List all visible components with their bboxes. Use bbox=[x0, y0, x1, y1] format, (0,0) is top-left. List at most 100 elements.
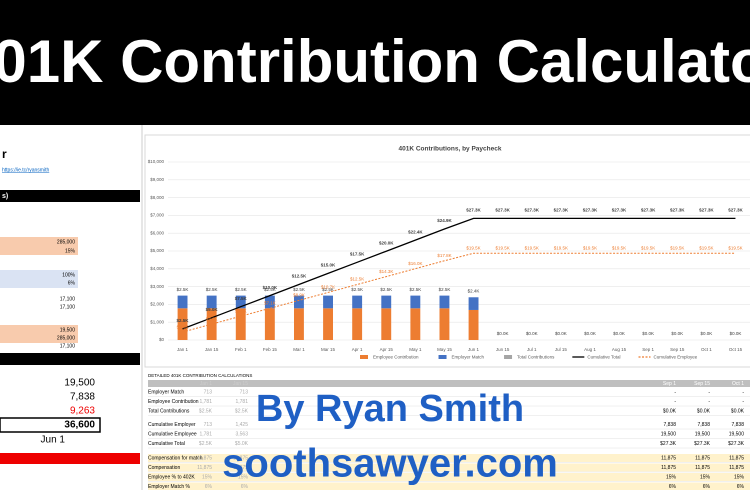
bar bbox=[468, 297, 479, 310]
input-cell bbox=[0, 270, 78, 288]
cell: $5.0K bbox=[235, 441, 249, 447]
x-tick-label: Aug 1 bbox=[584, 347, 596, 352]
bar bbox=[177, 308, 188, 340]
cell: $0.0K bbox=[731, 408, 745, 414]
cell: 713 bbox=[204, 389, 213, 395]
line-label: $7.1K bbox=[264, 300, 276, 305]
x-tick-label: Jan 15 bbox=[205, 347, 219, 352]
bar bbox=[352, 308, 363, 340]
column-header: Oct 1 bbox=[732, 381, 744, 387]
line-label: $17.8K bbox=[437, 253, 451, 258]
line-label: $2.5K bbox=[177, 318, 190, 323]
line-label: $27.3K bbox=[583, 208, 598, 213]
row-label: Employee Contribution bbox=[148, 399, 199, 405]
bar bbox=[235, 295, 246, 309]
y-tick-label: $6,000 bbox=[150, 230, 164, 235]
bar-total-label: $2.5K bbox=[206, 287, 218, 292]
line-label: $19.5K bbox=[641, 245, 655, 250]
bar-total-label: $2.5K bbox=[439, 287, 451, 292]
cell: 11,875 bbox=[661, 455, 676, 461]
cell: - bbox=[708, 389, 710, 395]
header-band bbox=[148, 380, 750, 387]
line-label: $16.0K bbox=[408, 261, 422, 266]
x-tick-label: Jul 15 bbox=[555, 347, 568, 352]
highlight-band bbox=[148, 454, 750, 462]
bar-total-label: $0.0K bbox=[584, 331, 596, 336]
line-label: $1.8K bbox=[177, 324, 189, 329]
cell: 19,500 bbox=[695, 431, 711, 437]
bar bbox=[294, 295, 304, 309]
link: https://ie.tc/ryansmith bbox=[2, 167, 49, 173]
column-header: Jan 15 bbox=[233, 381, 248, 387]
y-tick-label: $4,000 bbox=[150, 266, 164, 271]
x-tick-label: Oct 1 bbox=[701, 347, 712, 352]
cell: 11,875 bbox=[197, 465, 212, 471]
row-label: Employee % to 402K bbox=[148, 474, 195, 480]
line-label: $19.5K bbox=[466, 245, 480, 250]
line-label: $12.5K bbox=[350, 277, 364, 282]
input-value: 285,000 bbox=[57, 239, 75, 245]
cell: $27.3K bbox=[660, 441, 677, 447]
x-tick-label: Feb 1 bbox=[235, 347, 247, 352]
x-tick-label: Jun 15 bbox=[496, 347, 510, 352]
section-label: s) bbox=[2, 193, 8, 200]
x-tick-label: Jan 1 bbox=[177, 347, 189, 352]
cell: 1,425 bbox=[235, 422, 248, 428]
line-label: $27.3K bbox=[641, 208, 656, 213]
bar bbox=[235, 308, 246, 340]
left-sheet bbox=[0, 125, 142, 490]
line-label: $15.0K bbox=[321, 263, 336, 268]
x-tick-label: Sep 15 bbox=[670, 347, 685, 352]
title: 401K Contribution Calculator bbox=[0, 28, 750, 95]
bar-total-label: $2.5K bbox=[409, 287, 421, 292]
legend-label: Cumulative Employee bbox=[654, 355, 698, 360]
legend-label: Total Contributions bbox=[517, 355, 555, 360]
row-label: Total Contributions bbox=[148, 408, 190, 414]
cell: 6% bbox=[703, 484, 711, 490]
title-banner bbox=[0, 0, 750, 125]
bar bbox=[410, 308, 421, 340]
line-label: $19.5K bbox=[583, 245, 597, 250]
row-label: Cumulative Employer bbox=[148, 422, 196, 428]
cell: - bbox=[708, 399, 710, 405]
cell: $27.3K bbox=[728, 441, 745, 447]
cell: 15% bbox=[700, 474, 711, 480]
cell: - bbox=[742, 389, 744, 395]
x-tick-label: Jun 1 bbox=[468, 347, 480, 352]
legend-label: Employee Contribution bbox=[373, 355, 419, 360]
line-label: $27.3K bbox=[699, 208, 714, 213]
line-label: $5.0K bbox=[206, 307, 219, 312]
input-value: 17,100 bbox=[60, 296, 76, 302]
cell: $2.5K bbox=[199, 441, 213, 447]
x-tick-label: Feb 15 bbox=[263, 347, 278, 352]
line-label: $12.5K bbox=[292, 274, 307, 279]
cell: 15% bbox=[666, 474, 677, 480]
line-label: $22.4K bbox=[408, 229, 423, 234]
input-cell bbox=[0, 325, 78, 343]
cell: $0.0K bbox=[697, 408, 711, 414]
section-bar bbox=[0, 190, 140, 202]
bar bbox=[177, 295, 188, 309]
chart: 401K Contributions, by Paycheck $0 $1,000 $… bbox=[148, 146, 750, 360]
line-label: $19.5K bbox=[699, 245, 713, 250]
line-label: $7.5K bbox=[235, 296, 248, 301]
bar bbox=[439, 295, 450, 309]
cell: 7,838 bbox=[663, 422, 676, 428]
input-value: 17,100 bbox=[60, 343, 76, 349]
y-tick-label: $9,000 bbox=[150, 177, 164, 182]
cell: 11,875 bbox=[695, 455, 710, 461]
cell: - bbox=[674, 389, 676, 395]
input-value: 15% bbox=[65, 248, 76, 254]
bar-total-label: $0.0K bbox=[613, 331, 625, 336]
y-tick-label: $5,000 bbox=[150, 248, 164, 253]
line bbox=[182, 252, 736, 333]
bar-total-label: $2.5K bbox=[380, 287, 392, 292]
cell: $2.5K bbox=[235, 408, 249, 414]
y-tick-label: $3,000 bbox=[150, 284, 164, 289]
bar bbox=[410, 295, 421, 309]
column-header: Jan 1 bbox=[200, 381, 212, 387]
bar-total-label: $2.5K bbox=[351, 287, 363, 292]
cell: $0.0K bbox=[663, 408, 677, 414]
x-tick-label: Aug 15 bbox=[612, 347, 627, 352]
line-label: $27.3K bbox=[612, 208, 627, 213]
